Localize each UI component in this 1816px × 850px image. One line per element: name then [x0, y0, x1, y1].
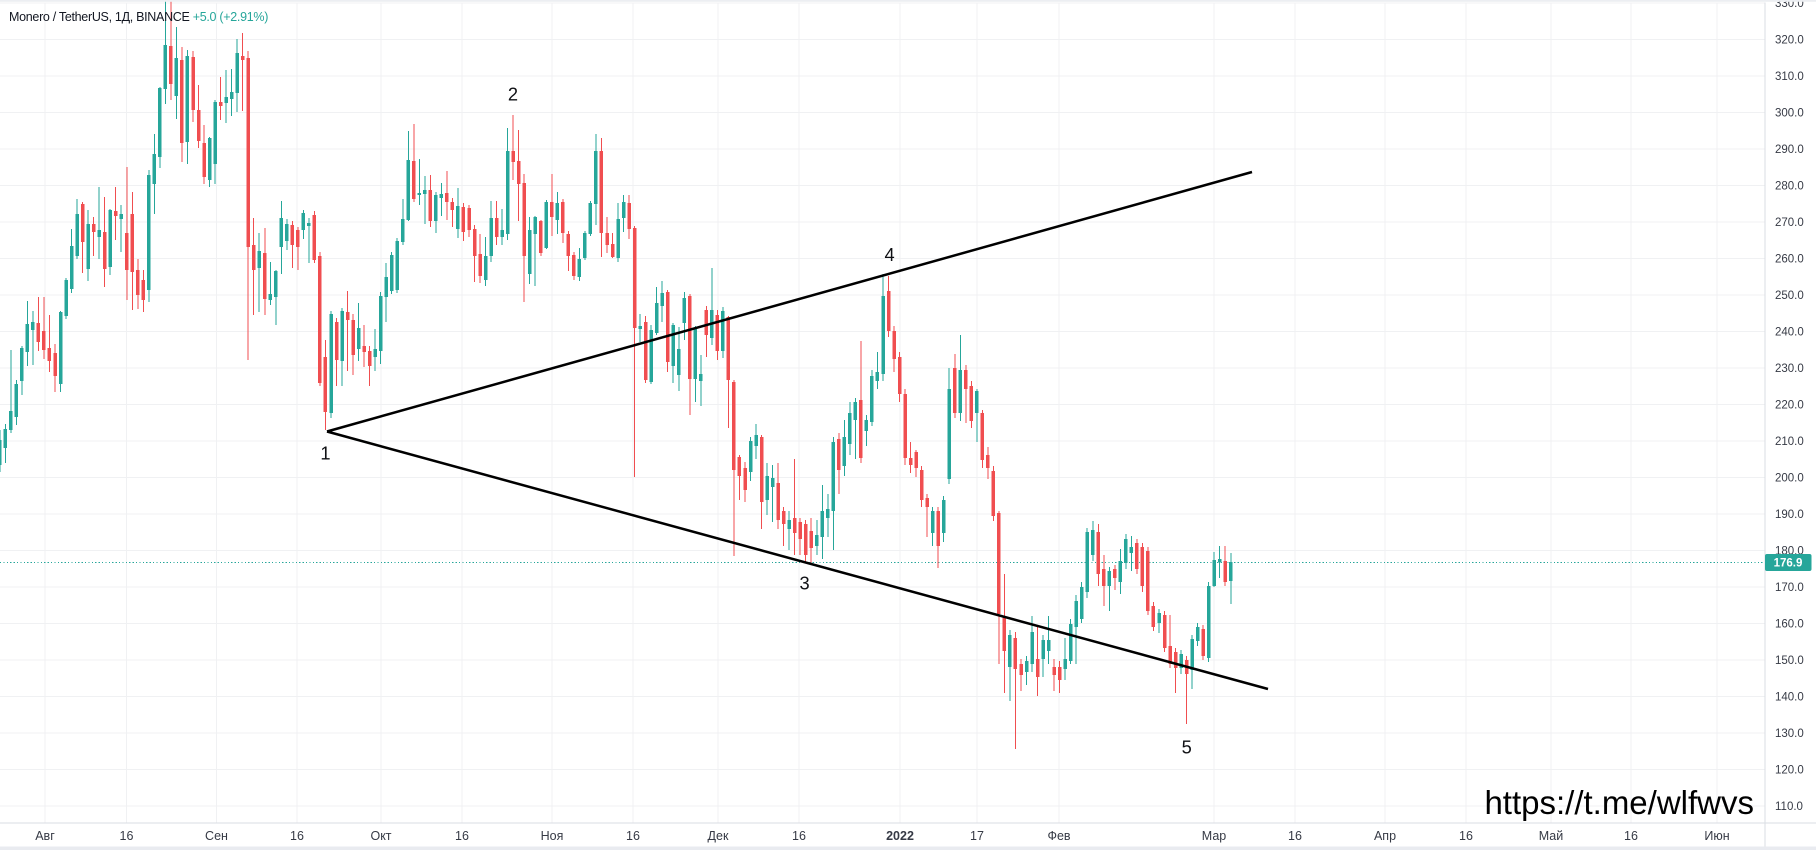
svg-text:Окт: Окт	[370, 829, 391, 843]
svg-text:190.0: 190.0	[1775, 509, 1804, 521]
svg-text:16: 16	[626, 829, 640, 843]
svg-text:17: 17	[970, 829, 984, 843]
svg-text:150.0: 150.0	[1775, 655, 1804, 667]
svg-text:210.0: 210.0	[1775, 436, 1804, 448]
svg-text:3: 3	[800, 573, 810, 594]
svg-text:310.0: 310.0	[1775, 71, 1804, 83]
svg-text:4: 4	[885, 244, 895, 265]
svg-text:280.0: 280.0	[1775, 181, 1804, 193]
svg-text:5: 5	[1182, 736, 1192, 757]
svg-text:110.0: 110.0	[1775, 801, 1803, 813]
svg-text:130.0: 130.0	[1775, 728, 1804, 740]
svg-text:Апр: Апр	[1374, 829, 1396, 843]
svg-text:170.0: 170.0	[1775, 582, 1804, 594]
svg-text:330.0: 330.0	[1775, 0, 1804, 10]
svg-text:270.0: 270.0	[1775, 217, 1804, 229]
svg-text:Мар: Мар	[1202, 829, 1227, 843]
svg-text:260.0: 260.0	[1775, 254, 1804, 266]
svg-text:16: 16	[1288, 829, 1302, 843]
svg-text:240.0: 240.0	[1775, 327, 1804, 339]
svg-text:120.0: 120.0	[1775, 765, 1804, 777]
svg-text:16: 16	[455, 829, 469, 843]
svg-text:230.0: 230.0	[1775, 363, 1804, 375]
svg-text:290.0: 290.0	[1775, 144, 1804, 156]
svg-text:16: 16	[290, 829, 304, 843]
svg-text:16: 16	[1459, 829, 1473, 843]
svg-text:16: 16	[792, 829, 806, 843]
svg-text:16: 16	[1624, 829, 1638, 843]
svg-text:Monero / TetherUS, 1Д, BINANCE: Monero / TetherUS, 1Д, BINANCE +5.0 (+2.…	[9, 10, 268, 24]
svg-text:Июн: Июн	[1704, 829, 1729, 843]
svg-text:Сен: Сен	[205, 829, 228, 843]
svg-text:176.9: 176.9	[1774, 558, 1803, 570]
svg-text:2: 2	[508, 84, 518, 105]
svg-text:16: 16	[120, 829, 134, 843]
svg-text:1: 1	[320, 442, 330, 463]
svg-text:220.0: 220.0	[1775, 400, 1804, 412]
svg-text:https://t.me/wlfwvs: https://t.me/wlfwvs	[1484, 784, 1754, 821]
svg-text:Ноя: Ноя	[541, 829, 564, 843]
svg-text:300.0: 300.0	[1775, 108, 1804, 120]
svg-text:200.0: 200.0	[1775, 473, 1804, 485]
svg-text:Авг: Авг	[35, 829, 55, 843]
svg-text:Фев: Фев	[1047, 829, 1070, 843]
svg-text:250.0: 250.0	[1775, 290, 1804, 302]
svg-text:320.0: 320.0	[1775, 35, 1804, 47]
svg-text:Дек: Дек	[708, 829, 729, 843]
svg-text:Май: Май	[1539, 829, 1564, 843]
svg-text:140.0: 140.0	[1775, 692, 1804, 704]
svg-text:2022: 2022	[886, 829, 914, 843]
svg-text:160.0: 160.0	[1775, 619, 1804, 631]
